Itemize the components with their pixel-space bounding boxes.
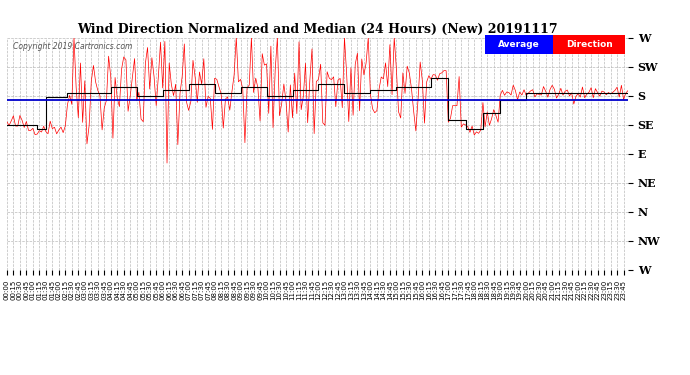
Text: Copyright 2019 Cartronics.com: Copyright 2019 Cartronics.com — [13, 42, 132, 51]
Bar — [553, 35, 625, 54]
Title: Wind Direction Normalized and Median (24 Hours) (New) 20191117: Wind Direction Normalized and Median (24… — [77, 23, 558, 36]
Text: Average: Average — [498, 40, 540, 49]
Text: Direction: Direction — [566, 40, 613, 49]
Bar — [485, 35, 553, 54]
